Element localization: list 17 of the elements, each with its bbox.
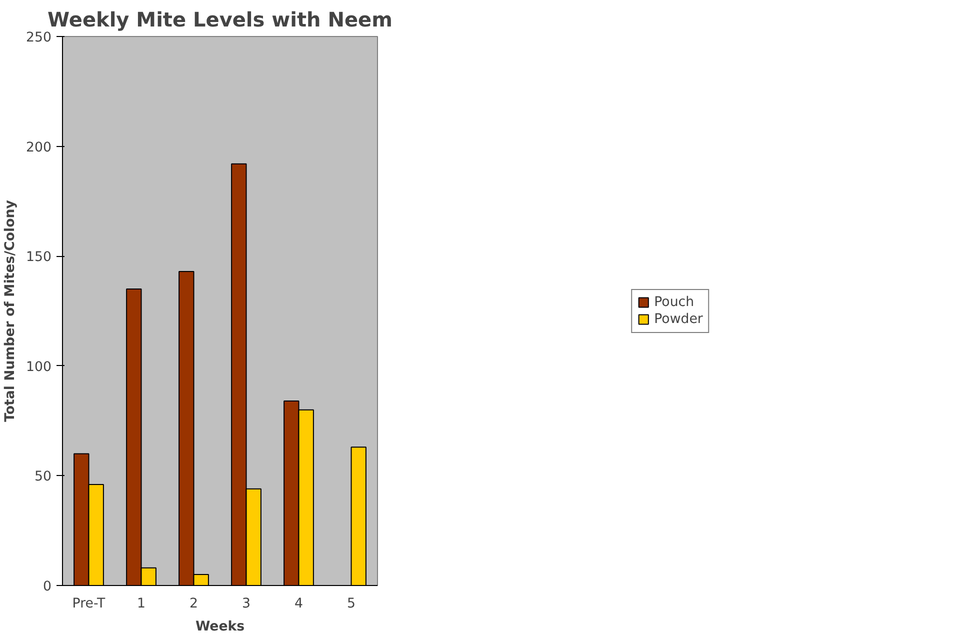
x-tick-label: 1 [137,596,146,612]
x-tick-label: 2 [190,596,198,612]
x-tick-label: 3 [242,596,250,612]
chart-title: Weekly Mite Levels with Neem [48,8,392,32]
x-tick-label: 4 [294,596,303,612]
legend-label: Powder [654,312,703,326]
y-tick-label: 0 [43,580,52,594]
legend-label: Pouch [654,294,694,310]
y-tick-label: 150 [26,250,52,266]
x-tick-label: 5 [347,596,356,612]
y-tick-label: 250 [26,30,52,46]
x-axis-title: Weeks [195,620,245,634]
y-axis-title: Total Number of Mites/Colony [3,200,18,422]
y-tick-label: 50 [34,470,52,485]
y-tick-label: 200 [26,140,52,156]
y-tick-label: 100 [26,360,52,375]
x-tick-label: Pre-T [72,596,106,612]
